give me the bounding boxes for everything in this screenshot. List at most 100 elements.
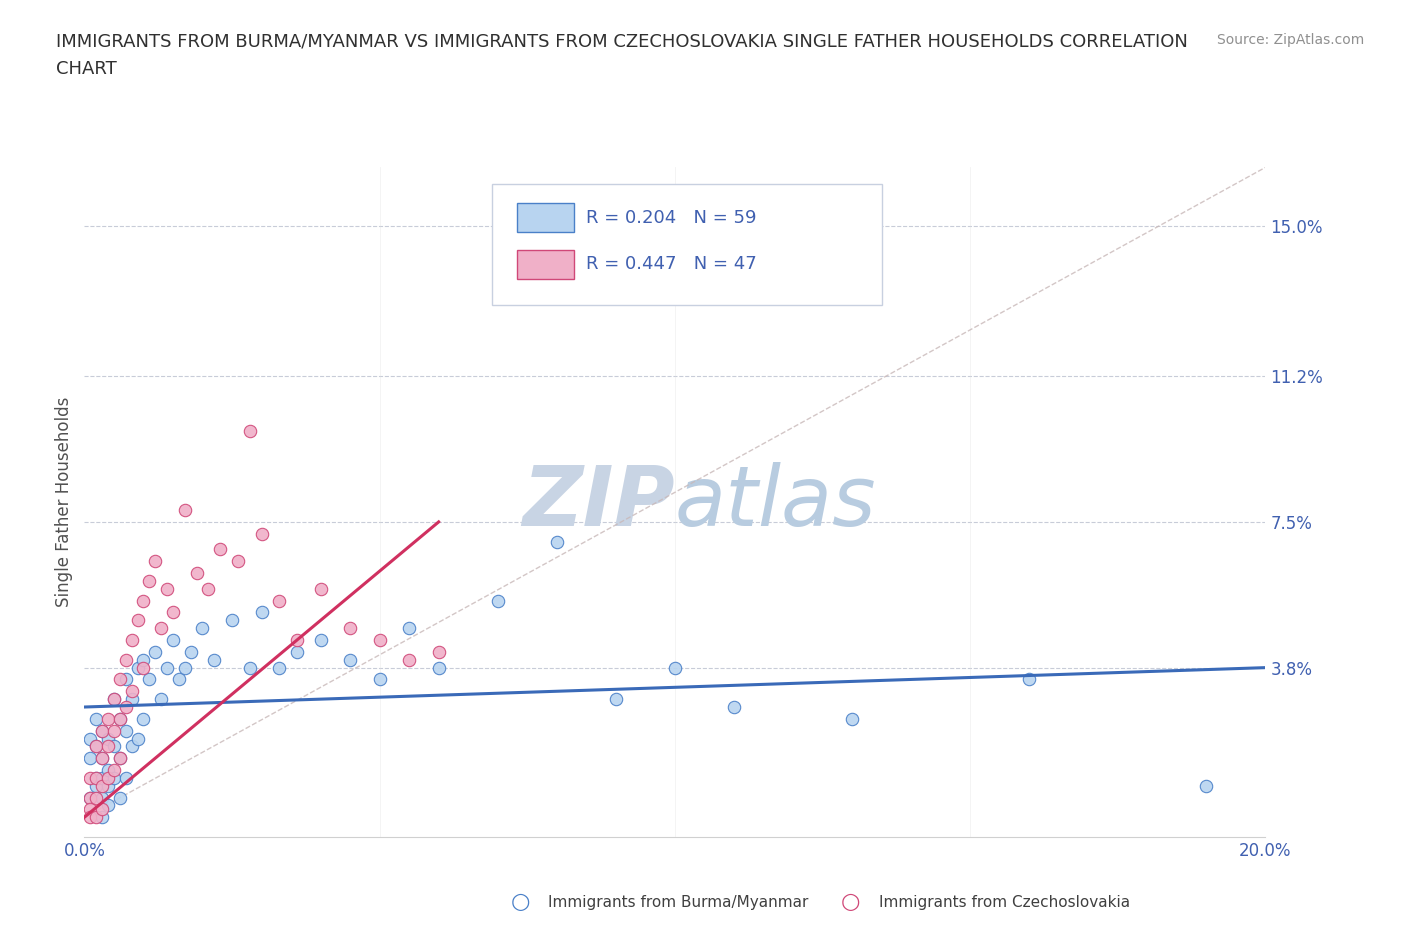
Point xyxy=(339,621,361,636)
Point xyxy=(97,739,120,754)
Point xyxy=(84,739,107,754)
Point xyxy=(127,613,149,628)
Point xyxy=(162,632,184,647)
Point xyxy=(841,711,863,726)
Point xyxy=(97,770,120,785)
Point xyxy=(285,644,308,659)
Point xyxy=(91,770,114,785)
Point xyxy=(132,660,155,675)
Point xyxy=(173,502,195,517)
Point xyxy=(239,424,262,439)
Point xyxy=(114,770,136,785)
Point xyxy=(103,739,125,754)
Point xyxy=(103,692,125,707)
Point xyxy=(209,542,232,557)
Point xyxy=(723,699,745,714)
Point xyxy=(97,711,120,726)
Point xyxy=(91,778,114,793)
Text: ZIP: ZIP xyxy=(522,461,675,543)
Point xyxy=(127,731,149,746)
Point xyxy=(156,660,179,675)
Point xyxy=(427,660,450,675)
Text: IMMIGRANTS FROM BURMA/MYANMAR VS IMMIGRANTS FROM CZECHOSLOVAKIA SINGLE FATHER HO: IMMIGRANTS FROM BURMA/MYANMAR VS IMMIGRA… xyxy=(56,33,1188,50)
Point xyxy=(250,605,273,620)
Text: R = 0.204   N = 59: R = 0.204 N = 59 xyxy=(586,208,756,227)
Point xyxy=(368,672,391,687)
Point xyxy=(132,652,155,667)
Point xyxy=(84,739,107,754)
Point xyxy=(150,692,173,707)
Point xyxy=(239,660,262,675)
Point xyxy=(127,660,149,675)
Point xyxy=(132,593,155,608)
Point xyxy=(143,644,166,659)
Point xyxy=(84,778,107,793)
Point xyxy=(202,652,225,667)
Point xyxy=(84,810,107,825)
Point xyxy=(97,731,120,746)
Point xyxy=(398,621,420,636)
Point xyxy=(97,778,120,793)
Point xyxy=(269,660,291,675)
Point xyxy=(173,660,195,675)
Point xyxy=(427,644,450,659)
Point xyxy=(91,724,114,738)
Point xyxy=(398,652,420,667)
Point xyxy=(97,763,120,777)
Point xyxy=(108,672,131,687)
Point xyxy=(84,770,107,785)
Point xyxy=(103,770,125,785)
Point xyxy=(138,672,160,687)
Text: Immigrants from Burma/Myanmar: Immigrants from Burma/Myanmar xyxy=(548,895,808,910)
Point xyxy=(138,574,160,589)
Y-axis label: Single Father Households: Single Father Households xyxy=(55,397,73,607)
Point xyxy=(180,644,202,659)
Point xyxy=(309,632,332,647)
Text: R = 0.447   N = 47: R = 0.447 N = 47 xyxy=(586,256,756,273)
FancyBboxPatch shape xyxy=(516,250,575,279)
Point xyxy=(91,724,114,738)
Point xyxy=(486,593,509,608)
Point xyxy=(546,534,568,549)
Point xyxy=(156,581,179,596)
Point xyxy=(79,802,101,817)
Text: Source: ZipAtlas.com: Source: ZipAtlas.com xyxy=(1216,33,1364,46)
Point xyxy=(79,790,101,805)
FancyBboxPatch shape xyxy=(492,184,882,305)
Point xyxy=(664,660,686,675)
Text: ○: ○ xyxy=(510,892,530,912)
Text: CHART: CHART xyxy=(56,60,117,78)
Point xyxy=(1018,672,1040,687)
Point xyxy=(368,632,391,647)
Point xyxy=(108,790,131,805)
Point xyxy=(162,605,184,620)
Text: atlas: atlas xyxy=(675,461,876,543)
Point xyxy=(114,699,136,714)
Point xyxy=(91,802,114,817)
Point xyxy=(91,810,114,825)
Point xyxy=(84,790,107,805)
Point xyxy=(114,672,136,687)
Point xyxy=(605,692,627,707)
Point xyxy=(91,751,114,765)
Point xyxy=(221,613,243,628)
Point xyxy=(197,581,219,596)
Point xyxy=(108,711,131,726)
Point xyxy=(103,763,125,777)
Text: ○: ○ xyxy=(841,892,860,912)
Point xyxy=(84,711,107,726)
Point xyxy=(269,593,291,608)
Point xyxy=(1195,778,1218,793)
Point xyxy=(121,692,143,707)
Point xyxy=(191,621,214,636)
Point xyxy=(186,565,208,580)
Point xyxy=(132,711,155,726)
Point xyxy=(226,554,249,569)
Point xyxy=(84,770,107,785)
Point xyxy=(79,770,101,785)
Point xyxy=(121,632,143,647)
Point xyxy=(103,724,125,738)
FancyBboxPatch shape xyxy=(516,203,575,232)
Point xyxy=(250,526,273,541)
Point xyxy=(114,724,136,738)
